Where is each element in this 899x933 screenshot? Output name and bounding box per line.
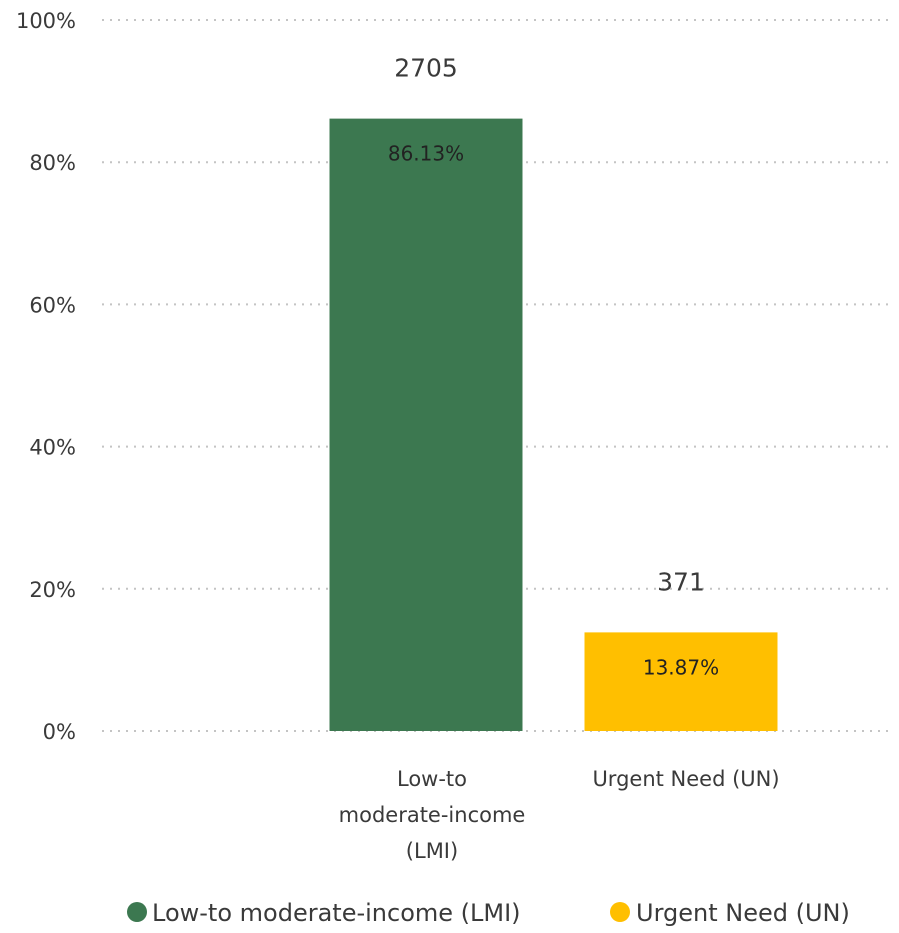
bar[interactable] — [584, 632, 778, 731]
bar-count-label: 371 — [657, 567, 705, 596]
x-tick-label: (LMI) — [406, 839, 458, 863]
bar-percent-label: 86.13% — [388, 142, 464, 166]
bar-percent-label: 13.87% — [643, 655, 719, 679]
y-tick-label: 100% — [16, 9, 76, 33]
x-tick-label: Urgent Need (UN) — [592, 767, 779, 791]
y-axis-ticks: 0% 20% 40% 60% 80% 100% — [16, 9, 76, 744]
data-labels: 86.13% 2705 13.87% 371 — [388, 54, 719, 680]
bar-count-label: 2705 — [394, 54, 458, 83]
x-axis-ticks: Low-to moderate-income (LMI) Urgent Need (U… — [339, 767, 780, 863]
y-tick-label: 40% — [29, 436, 76, 460]
bars — [329, 118, 778, 731]
legend-label[interactable]: Low-to moderate-income (LMI) — [152, 899, 521, 927]
y-tick-label: 0% — [43, 720, 76, 744]
y-tick-label: 80% — [29, 151, 76, 175]
legend-marker[interactable] — [610, 902, 630, 922]
y-tick-label: 60% — [29, 293, 76, 317]
legend-label[interactable]: Urgent Need (UN) — [636, 899, 850, 927]
legend[interactable]: Low-to moderate-income (LMI) Urgent Need … — [127, 899, 850, 927]
bar[interactable] — [329, 118, 523, 731]
y-tick-label: 20% — [29, 578, 76, 602]
x-tick-label: moderate-income — [339, 803, 526, 827]
x-tick-label: Low-to — [397, 767, 467, 791]
legend-marker[interactable] — [127, 902, 147, 922]
